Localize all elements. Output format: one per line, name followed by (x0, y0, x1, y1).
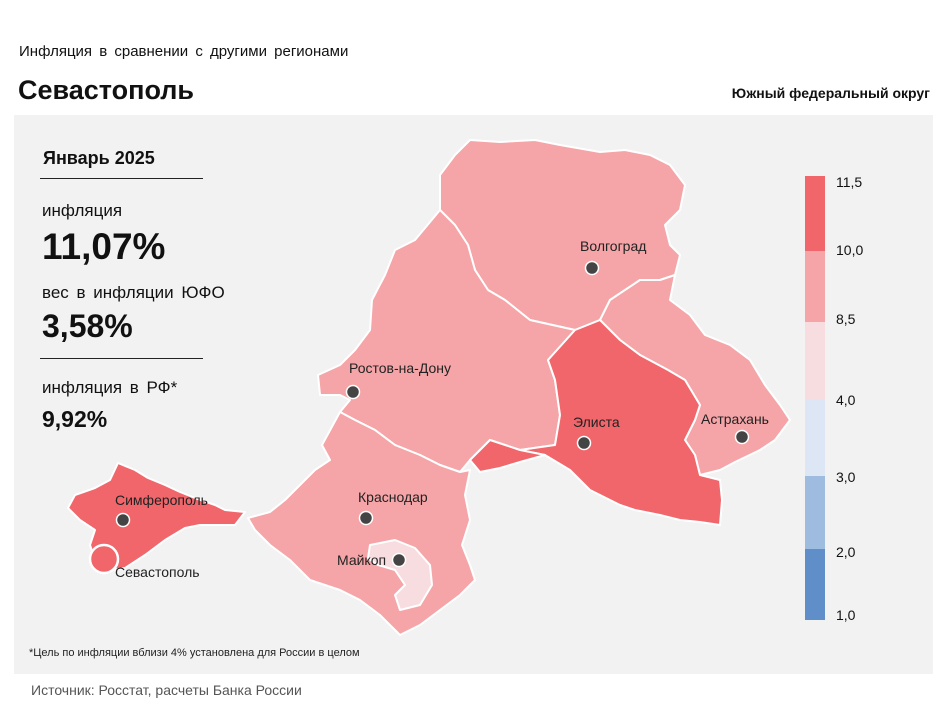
page-title: Севастополь (18, 75, 195, 105)
divider-bottom (40, 358, 203, 359)
legend-swatch (805, 251, 825, 322)
city-marker-maykop (391, 552, 407, 568)
color-legend: 11,5 10,0 8,5 4,0 3,0 2,0 1,0 (805, 174, 863, 623)
region-sevastopol[interactable] (88, 543, 120, 575)
legend-tick-label: 2,0 (836, 544, 856, 560)
weight-value: 3,58% (42, 308, 133, 344)
inflation-label: инфляция (42, 201, 123, 220)
period-label: Январь 2025 (43, 148, 155, 168)
city-marker-astrakhan (734, 429, 750, 445)
region-crimea[interactable] (67, 462, 246, 571)
weight-label: вес в инфляции ЮФО (42, 283, 225, 302)
legend-tick-label: 1,0 (836, 607, 856, 623)
inflation-value: 11,07% (42, 226, 166, 267)
city-marker-krasnodar (358, 510, 374, 526)
legend-swatch (805, 549, 825, 620)
region-adygea[interactable] (367, 539, 433, 611)
city-label-simferopol: Симферополь (115, 492, 208, 508)
legend-tick-label: 4,0 (836, 392, 856, 408)
city-label-astrakhan: Астрахань (701, 411, 769, 427)
city-label-rostov: Ростов-на-Дону (349, 360, 451, 376)
city-label-maykop: Майкоп (337, 552, 386, 568)
city-label-sevastopol: Севастополь (115, 564, 200, 580)
legend-tick-label: 3,0 (836, 469, 856, 485)
legend-swatch (805, 176, 825, 251)
city-label-krasnodar: Краснодар (358, 489, 428, 505)
rf-inflation-value: 9,92% (42, 406, 108, 432)
source-note: Источник: Росстат, расчеты Банка России (31, 682, 302, 698)
city-marker-rostov (345, 384, 361, 400)
legend-swatch (805, 400, 825, 476)
city-marker-volgograd (584, 260, 600, 276)
city-label-volgograd: Волгоград (580, 238, 646, 254)
city-label-elista: Элиста (573, 414, 620, 430)
district-label: Южный федеральный округ (731, 85, 930, 101)
legend-tick-label: 10,0 (836, 242, 863, 258)
legend-tick-label: 8,5 (836, 311, 856, 327)
divider-top (40, 178, 203, 179)
city-marker-simferopol (115, 512, 131, 528)
legend-swatch (805, 476, 825, 549)
chart-subtitle: Инфляция в сравнении с другими регионами (19, 43, 349, 60)
legend-swatch (805, 322, 825, 400)
legend-tick-label: 11,5 (836, 174, 862, 190)
rf-inflation-label: инфляция в РФ* (42, 378, 178, 397)
city-marker-elista (576, 435, 592, 451)
region-east-strip[interactable] (469, 439, 546, 473)
footnote: *Цель по инфляции вблизи 4% установлена … (29, 647, 360, 659)
region-kalmykia[interactable] (519, 319, 723, 526)
